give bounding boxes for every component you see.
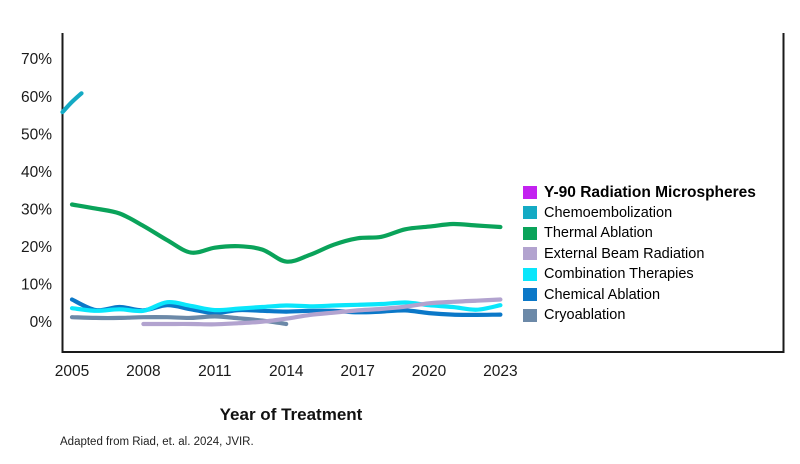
line-external-beam-radiation	[141, 297, 503, 327]
legend-item-y-90-radiation-microspheres: Y-90 Radiation Microspheres	[523, 182, 756, 203]
y-tick-label-70: 70%	[21, 51, 52, 68]
x-axis-title: Year of Treatment	[219, 405, 363, 424]
y-tick-label-50: 50%	[21, 126, 52, 143]
legend-item-cryoablation: Cryoablation	[523, 305, 756, 326]
legend-swatch-cryoablation	[523, 308, 537, 322]
y-axis-tick-labels: 0% 10% 20% 30% 40% 50% 60% 70%	[21, 51, 52, 331]
chart-legend: Y-90 Radiation Microspheres Chemoemboliza…	[523, 182, 756, 326]
legend-swatch-chemoembolization	[523, 206, 537, 220]
y-tick-label-10: 10%	[21, 277, 52, 294]
data-series-lines	[60, 91, 503, 327]
y-tick-label-60: 60%	[21, 89, 52, 106]
legend-item-chemical-ablation: Chemical Ablation	[523, 285, 756, 306]
line-cryoablation	[69, 314, 289, 327]
legend-item-chemoembolization: Chemoembolization	[523, 203, 756, 224]
y-tick-label-20: 20%	[21, 239, 52, 256]
line-thermal-ablation	[69, 202, 503, 264]
legend-swatch-combination-therapies	[523, 267, 537, 281]
legend-item-combination-therapies: Combination Therapies	[523, 264, 756, 285]
source-note: Adapted from Riad, et. al. 2024, JVIR.	[60, 436, 254, 448]
x-tick-label-2017: 2017	[340, 363, 374, 380]
line-chemoembolization	[60, 91, 84, 115]
legend-label-thermal-ablation: Thermal Ablation	[544, 225, 653, 241]
legend-label-cryoablation: Cryoablation	[544, 307, 626, 323]
x-tick-label-2008: 2008	[126, 363, 160, 380]
legend-swatch-chemical-ablation	[523, 288, 537, 302]
x-tick-label-2011: 2011	[198, 363, 231, 380]
x-tick-label-2020: 2020	[412, 363, 447, 380]
legend-swatch-y-90-radiation-microspheres	[523, 185, 537, 199]
legend-label-y-90-radiation-microspheres: Y-90 Radiation Microspheres	[544, 183, 756, 201]
legend-item-external-beam-radiation: External Beam Radiation	[523, 244, 756, 265]
legend-swatch-external-beam-radiation	[523, 247, 537, 261]
legend-label-combination-therapies: Combination Therapies	[544, 266, 694, 282]
legend-label-external-beam-radiation: External Beam Radiation	[544, 245, 705, 262]
y-tick-label-30: 30%	[21, 201, 52, 218]
legend-swatch-thermal-ablation	[523, 226, 537, 240]
legend-label-chemical-ablation: Chemical Ablation	[544, 286, 661, 303]
x-tick-label-2023: 2023	[483, 363, 517, 380]
legend-item-thermal-ablation: Thermal Ablation	[523, 223, 756, 244]
x-axis-tick-labels: 2005 2008 2011 2014 2017 2020 2023	[55, 363, 518, 380]
y-tick-label-40: 40%	[21, 164, 52, 181]
y-tick-label-0: 0%	[30, 314, 53, 331]
x-tick-label-2005: 2005	[55, 363, 89, 380]
x-tick-label-2014: 2014	[269, 363, 304, 380]
legend-label-chemoembolization: Chemoembolization	[544, 204, 673, 221]
